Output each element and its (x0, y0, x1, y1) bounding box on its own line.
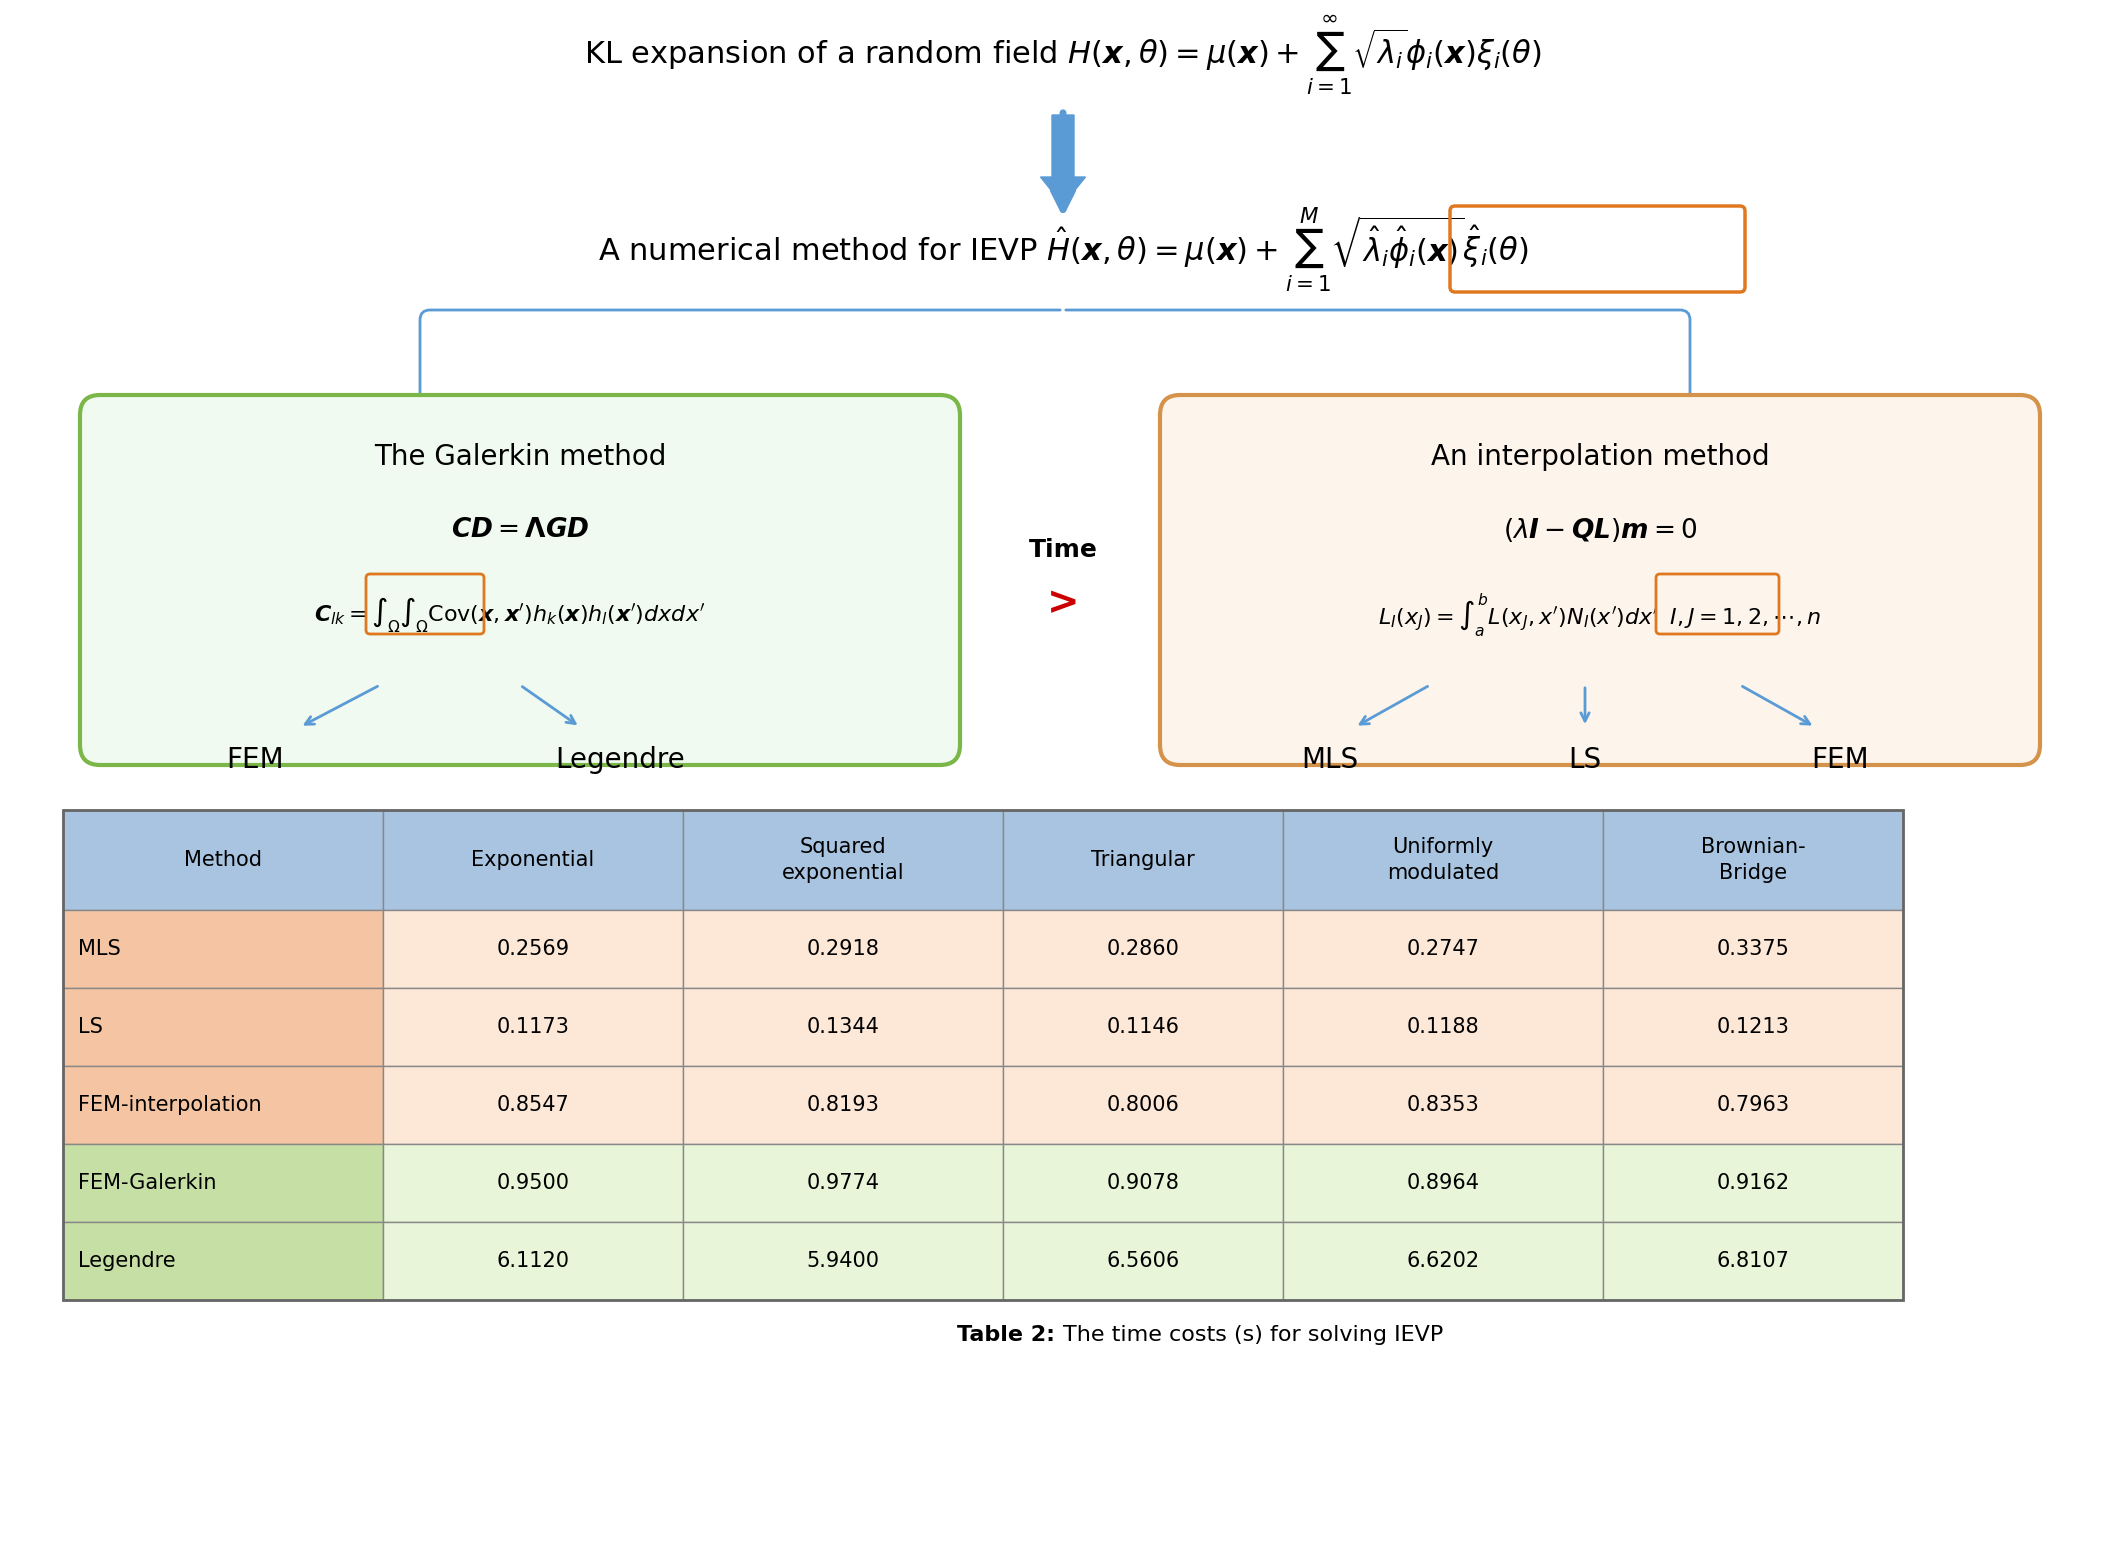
Text: $(\lambda \boldsymbol{I} - \boldsymbol{QL})\boldsymbol{m} = 0$: $(\lambda \boldsymbol{I} - \boldsymbol{Q… (1503, 516, 1697, 545)
Text: 0.1173: 0.1173 (497, 1017, 570, 1038)
Text: LS: LS (79, 1017, 102, 1038)
Text: Uniformly
modulated: Uniformly modulated (1386, 837, 1499, 883)
Text: 6.6202: 6.6202 (1407, 1250, 1480, 1271)
Text: Triangular: Triangular (1091, 850, 1195, 870)
FancyBboxPatch shape (682, 811, 1003, 909)
Text: 0.3375: 0.3375 (1716, 939, 1790, 959)
FancyBboxPatch shape (64, 1066, 383, 1144)
FancyBboxPatch shape (64, 811, 383, 909)
FancyBboxPatch shape (1161, 394, 2041, 765)
FancyBboxPatch shape (682, 909, 1003, 988)
Text: 0.7963: 0.7963 (1716, 1096, 1790, 1114)
FancyBboxPatch shape (1003, 1066, 1282, 1144)
Text: FEM-Galerkin: FEM-Galerkin (79, 1174, 217, 1193)
Text: Method: Method (185, 850, 261, 870)
FancyBboxPatch shape (1003, 1222, 1282, 1301)
Text: 6.5606: 6.5606 (1106, 1250, 1180, 1271)
FancyBboxPatch shape (1603, 909, 1903, 988)
Bar (64, 811, 1903, 1301)
Text: Squared
exponential: Squared exponential (782, 837, 904, 883)
FancyBboxPatch shape (1603, 1222, 1903, 1301)
Text: 6.8107: 6.8107 (1716, 1250, 1790, 1271)
FancyBboxPatch shape (383, 1144, 682, 1222)
Text: KL expansion of a random field $H(\boldsymbol{x}, \theta) = \mu(\boldsymbol{x}) : KL expansion of a random field $H(\bolds… (585, 14, 1541, 97)
FancyBboxPatch shape (64, 988, 383, 1066)
Text: 0.8547: 0.8547 (497, 1096, 570, 1114)
Text: 0.1344: 0.1344 (806, 1017, 880, 1038)
Text: A numerical method for IEVP $\hat{H}(\boldsymbol{x}, \theta) = \mu(\boldsymbol{x: A numerical method for IEVP $\hat{H}(\bo… (597, 205, 1529, 294)
Text: 0.2747: 0.2747 (1407, 939, 1480, 959)
FancyBboxPatch shape (383, 1222, 682, 1301)
Text: LS: LS (1569, 747, 1601, 775)
FancyBboxPatch shape (1282, 909, 1603, 988)
Text: Brownian-
Bridge: Brownian- Bridge (1701, 837, 1805, 883)
FancyBboxPatch shape (1282, 988, 1603, 1066)
FancyBboxPatch shape (1282, 1066, 1603, 1144)
Text: 0.2918: 0.2918 (806, 939, 880, 959)
FancyBboxPatch shape (1003, 1144, 1282, 1222)
Text: Time: Time (1029, 538, 1097, 562)
Text: $\boldsymbol{CD} = \boldsymbol{\Lambda GD}$: $\boldsymbol{CD} = \boldsymbol{\Lambda G… (451, 516, 589, 543)
Text: 0.9500: 0.9500 (497, 1174, 570, 1193)
FancyBboxPatch shape (383, 811, 682, 909)
FancyBboxPatch shape (383, 1066, 682, 1144)
Text: 0.8353: 0.8353 (1407, 1096, 1480, 1114)
Text: 0.8193: 0.8193 (806, 1096, 880, 1114)
FancyBboxPatch shape (1003, 909, 1282, 988)
Text: $L_I(x_J) = \int_a^b L(x_J, x') N_I(x') dx'\;\; I, J = 1, 2, \cdots, n$: $L_I(x_J) = \int_a^b L(x_J, x') N_I(x') … (1378, 592, 1822, 639)
Text: 0.9774: 0.9774 (806, 1174, 880, 1193)
Text: FEM: FEM (1811, 747, 1869, 775)
Text: Exponential: Exponential (472, 850, 595, 870)
FancyBboxPatch shape (64, 1144, 383, 1222)
Text: Legendre: Legendre (555, 747, 685, 775)
Text: MLS: MLS (79, 939, 121, 959)
Text: MLS: MLS (1301, 747, 1359, 775)
Text: 0.1188: 0.1188 (1407, 1017, 1480, 1038)
Text: 0.9162: 0.9162 (1716, 1174, 1790, 1193)
Text: FEM-interpolation: FEM-interpolation (79, 1096, 261, 1114)
FancyBboxPatch shape (682, 988, 1003, 1066)
Text: 0.9078: 0.9078 (1106, 1174, 1180, 1193)
Text: Legendre: Legendre (79, 1250, 176, 1271)
FancyBboxPatch shape (1603, 1066, 1903, 1144)
FancyBboxPatch shape (1603, 1144, 1903, 1222)
Text: 0.2860: 0.2860 (1106, 939, 1180, 959)
FancyBboxPatch shape (682, 1144, 1003, 1222)
Text: An interpolation method: An interpolation method (1431, 443, 1769, 471)
FancyBboxPatch shape (383, 909, 682, 988)
FancyBboxPatch shape (1603, 988, 1903, 1066)
Text: The time costs (s) for solving IEVP: The time costs (s) for solving IEVP (1063, 1326, 1444, 1344)
Text: 0.2569: 0.2569 (497, 939, 570, 959)
FancyBboxPatch shape (64, 909, 383, 988)
FancyBboxPatch shape (1003, 811, 1282, 909)
FancyBboxPatch shape (81, 394, 961, 765)
Text: 0.8964: 0.8964 (1407, 1174, 1480, 1193)
FancyBboxPatch shape (64, 1222, 383, 1301)
FancyBboxPatch shape (1003, 988, 1282, 1066)
Text: Table 2:: Table 2: (957, 1326, 1063, 1344)
FancyBboxPatch shape (682, 1222, 1003, 1301)
FancyBboxPatch shape (1603, 811, 1903, 909)
FancyBboxPatch shape (1282, 1144, 1603, 1222)
Text: >: > (1046, 584, 1080, 621)
FancyBboxPatch shape (1282, 811, 1603, 909)
FancyBboxPatch shape (383, 988, 682, 1066)
Text: 0.1213: 0.1213 (1716, 1017, 1790, 1038)
Text: 6.1120: 6.1120 (497, 1250, 570, 1271)
FancyArrow shape (1040, 114, 1086, 205)
FancyBboxPatch shape (682, 1066, 1003, 1144)
Text: $\boldsymbol{C}_{lk} = \int_{\Omega} \int_{\Omega} \mathrm{Cov}(\boldsymbol{x}, : $\boldsymbol{C}_{lk} = \int_{\Omega} \in… (315, 595, 706, 635)
Text: 5.9400: 5.9400 (806, 1250, 880, 1271)
Text: The Galerkin method: The Galerkin method (374, 443, 665, 471)
Text: FEM: FEM (225, 747, 283, 775)
Text: 0.1146: 0.1146 (1106, 1017, 1180, 1038)
FancyBboxPatch shape (1282, 1222, 1603, 1301)
Text: 0.8006: 0.8006 (1106, 1096, 1180, 1114)
